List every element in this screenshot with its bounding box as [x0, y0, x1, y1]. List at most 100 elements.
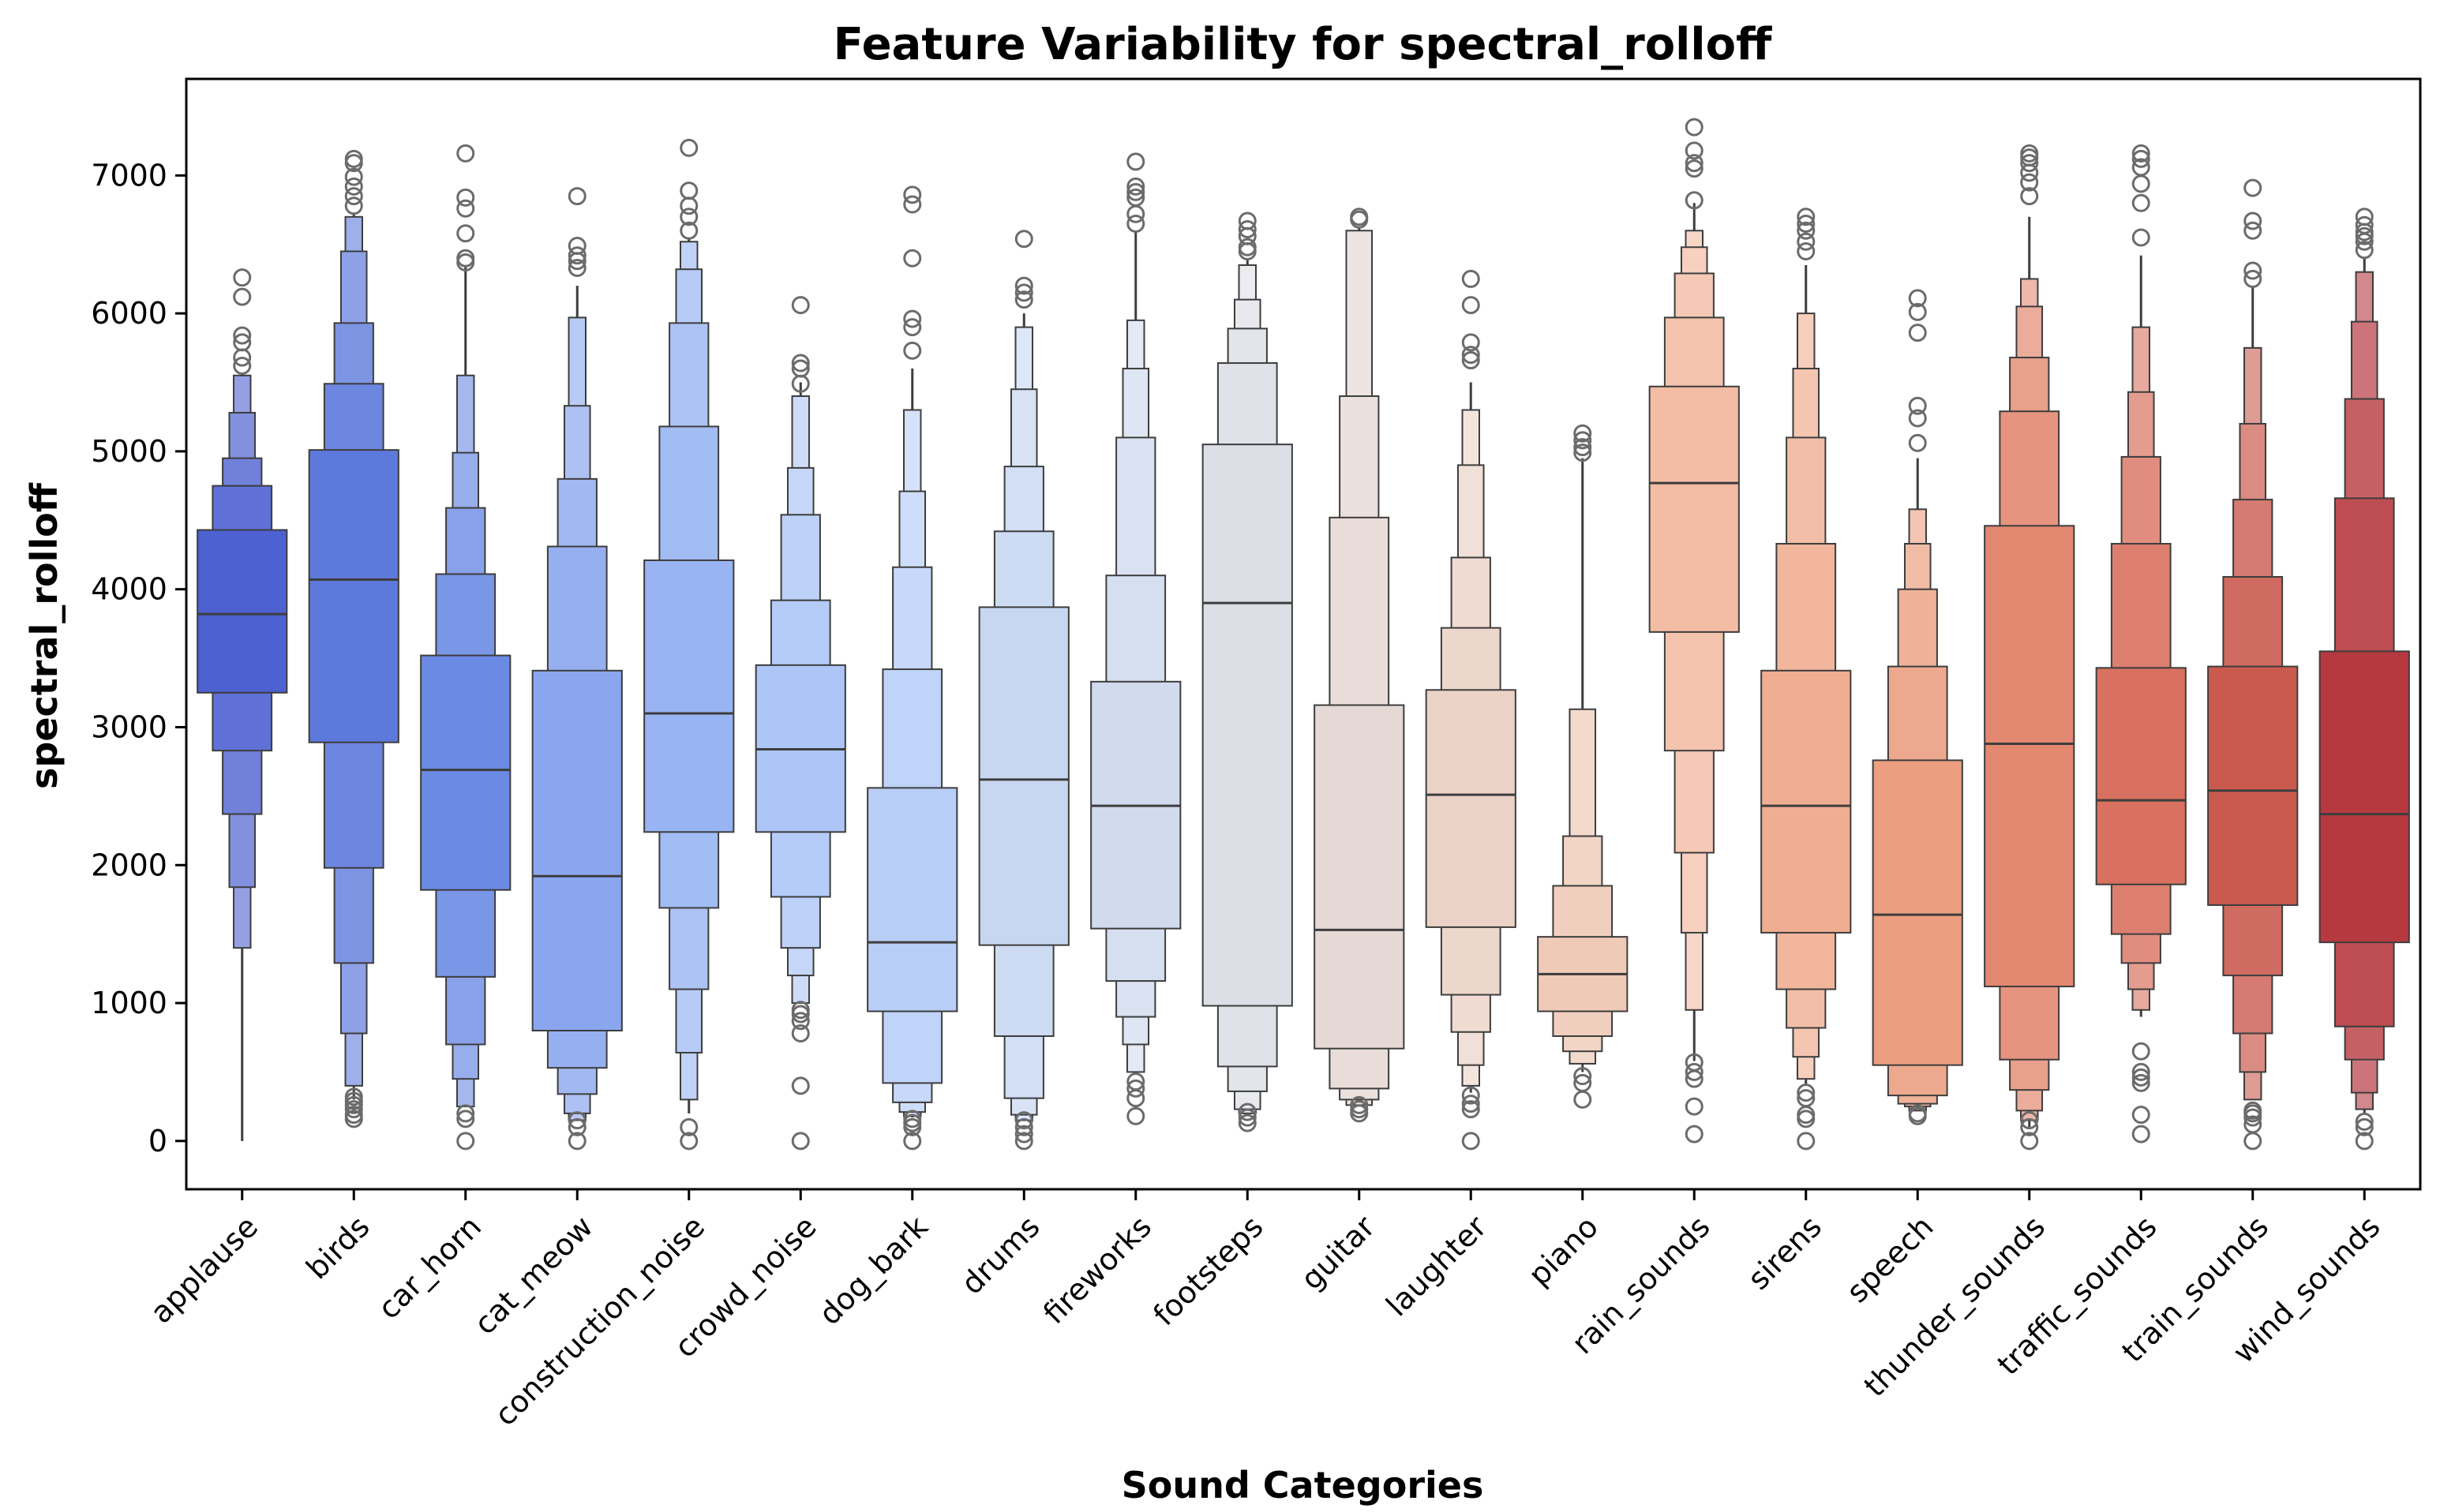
outlier-point	[2355, 241, 2374, 260]
outlier-point	[1126, 1072, 1145, 1091]
x-tick-label: birds	[299, 1209, 376, 1286]
outlier-point	[903, 1132, 922, 1151]
boxen-footsteps	[1201, 211, 1293, 1132]
outlier-point	[791, 1024, 810, 1042]
outlier-point	[1238, 211, 1257, 230]
outlier-point	[791, 1012, 810, 1031]
outlier-point	[1797, 221, 1816, 240]
outlier-point	[1573, 1073, 1592, 1092]
outlier-point	[1126, 177, 1145, 196]
outlier-point	[791, 296, 810, 315]
outlier-point	[1014, 1125, 1033, 1143]
outlier-point	[344, 149, 363, 168]
outlier-point	[1573, 431, 1592, 450]
outlier-point	[1126, 182, 1145, 201]
outlier-point	[2243, 1132, 2262, 1151]
outlier-point	[2020, 187, 2039, 206]
outlier-point	[1461, 351, 1480, 370]
outlier-point	[1461, 1100, 1480, 1119]
outlier-point	[568, 187, 587, 206]
outlier-point	[456, 1110, 475, 1128]
boxen-thunder_sounds	[1984, 144, 2075, 1151]
outlier-point	[1908, 289, 1927, 308]
outlier-point	[1014, 230, 1033, 249]
outlier-point	[568, 246, 587, 265]
outlier-point	[2131, 193, 2150, 212]
outlier-point	[1238, 1102, 1257, 1121]
x-tick-label: drums	[954, 1209, 1046, 1301]
outlier-point	[568, 1132, 587, 1151]
y-axis-ticks: 0 1000 2000 3000 4000 5000 6000 7000	[91, 158, 186, 1158]
boxen-level-1	[643, 559, 735, 833]
x-tick-label: car_horn	[371, 1209, 488, 1326]
boxen-birds	[308, 149, 399, 1128]
boxen-level-1	[978, 606, 1070, 946]
boxen-level-1	[1201, 443, 1293, 1007]
outlier-point	[1685, 1053, 1704, 1072]
outlier-point	[1461, 1086, 1480, 1105]
outlier-point	[791, 359, 810, 378]
outlier-point	[791, 1076, 810, 1095]
outlier-point	[2131, 149, 2150, 168]
y-tick-label: 5000	[91, 434, 167, 469]
boxen-level-1	[1984, 525, 2075, 988]
outlier-point	[2131, 1062, 2150, 1081]
boxen-construction_noise	[643, 138, 735, 1151]
outlier-point	[2243, 1101, 2262, 1120]
outlier-point	[1685, 159, 1704, 178]
outlier-point	[2131, 1042, 2150, 1061]
boxen-level-1	[1648, 385, 1740, 633]
x-tick-label: laughter	[1379, 1209, 1494, 1323]
outlier-point	[456, 1132, 475, 1151]
outlier-point	[1908, 324, 1927, 342]
x-tick-label: piano	[1522, 1209, 1606, 1293]
outlier-point	[456, 249, 475, 268]
boxen-level-1	[2318, 650, 2410, 944]
outlier-point	[1014, 1111, 1033, 1130]
boxen-speech	[1872, 289, 1963, 1125]
boxen-sirens	[1760, 208, 1852, 1151]
outlier-point	[233, 326, 252, 345]
outlier-point	[456, 1104, 475, 1123]
outlier-point	[1573, 443, 1592, 462]
outlier-point	[1685, 1125, 1704, 1143]
outlier-point	[1238, 1108, 1257, 1127]
boxen-cat_meow	[531, 187, 623, 1151]
outlier-point	[344, 196, 363, 215]
outlier-point	[1573, 424, 1592, 443]
outlier-point	[2020, 154, 2039, 173]
outlier-point	[1350, 208, 1369, 226]
y-tick-label: 1000	[91, 986, 167, 1020]
outlier-point	[1797, 241, 1816, 260]
outlier-point	[2020, 144, 2039, 163]
outlier-point	[1126, 1106, 1145, 1125]
boxen-level-1	[867, 787, 958, 1012]
outlier-point	[2131, 1125, 2150, 1143]
outlier-point	[1908, 302, 1927, 321]
outlier-point	[1126, 204, 1145, 223]
outlier-point	[1014, 276, 1033, 295]
outlier-point	[680, 1132, 699, 1151]
outlier-point	[1685, 191, 1704, 210]
outlier-point	[903, 1110, 922, 1128]
boxen-level-1	[197, 529, 288, 694]
boxen-car_horn	[420, 144, 512, 1151]
outlier-point	[1908, 396, 1927, 415]
outlier-point	[1461, 269, 1480, 288]
boxen-guitar	[1314, 208, 1405, 1123]
outlier-point	[680, 1117, 699, 1136]
outlier-point	[344, 177, 363, 196]
outlier-point	[2020, 1132, 2039, 1151]
outlier-point	[1797, 1089, 1816, 1108]
outlier-point	[1014, 1132, 1033, 1151]
outlier-point	[2243, 221, 2262, 240]
outlier-point	[568, 236, 587, 255]
outlier-point	[791, 354, 810, 372]
outlier-point	[2131, 1106, 2150, 1125]
outlier-point	[2355, 1112, 2374, 1131]
outlier-point	[791, 1132, 810, 1151]
boxen-crowd_noise	[755, 296, 846, 1151]
outlier-point	[680, 221, 699, 240]
outlier-point	[1685, 154, 1704, 173]
outlier-point	[1461, 296, 1480, 315]
